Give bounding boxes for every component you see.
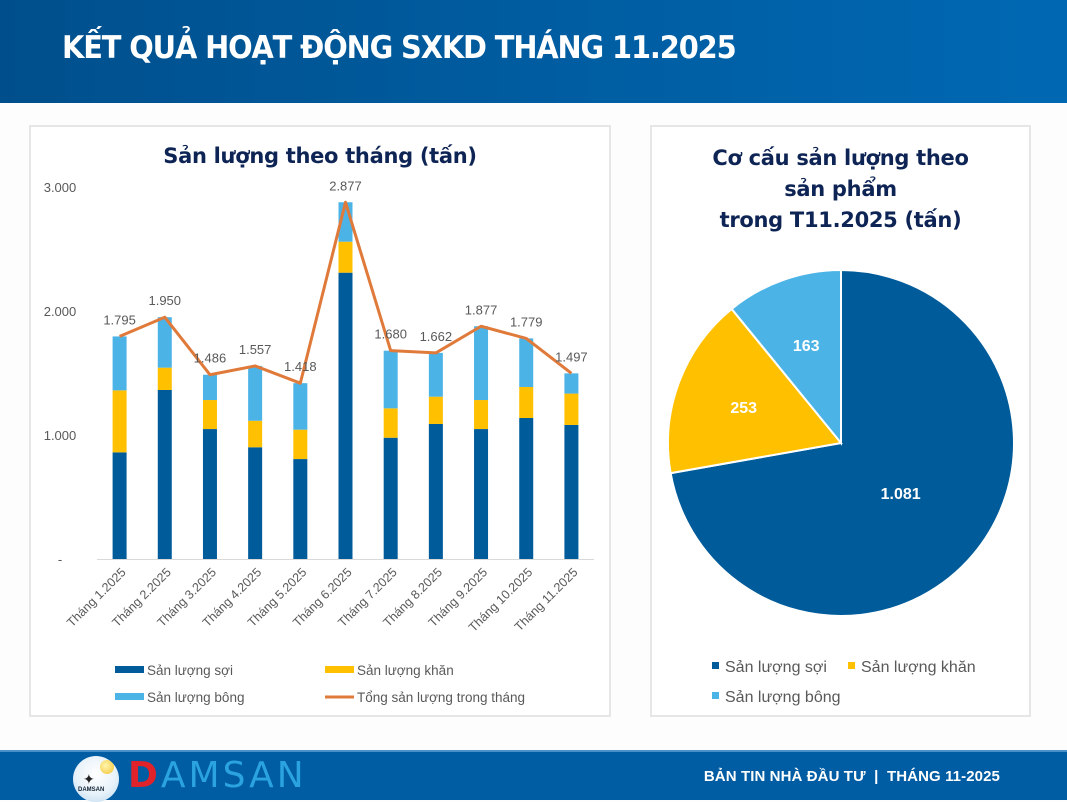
legend-label: Tổng sản lượng trong tháng [357, 690, 525, 705]
player-figure-icon: ✦ [83, 771, 95, 788]
bar-segment-soi [519, 418, 533, 559]
pie-title-line-3: trong T11.2025 (tấn) [652, 205, 1029, 236]
data-label: 2.877 [329, 178, 362, 193]
data-label: 1.877 [465, 302, 498, 317]
bar-segment-khan [429, 397, 443, 424]
bar-segment-khan [113, 390, 127, 452]
data-label: 1.557 [239, 342, 272, 357]
footer-bulletin-text: BẢN TIN NHÀ ĐẦU TƯ | THÁNG 11-2025 [704, 768, 1000, 785]
bar-segment-soi [158, 390, 172, 559]
y-tick-label: - [58, 552, 62, 567]
bar-segment-khan [158, 368, 172, 390]
legend-label: Sản lượng bông [147, 690, 244, 705]
legend-label: Sản lượng sợi [147, 663, 233, 678]
data-label: 1.950 [148, 293, 181, 308]
bar-segment-khan [519, 387, 533, 418]
data-label: 1.779 [510, 314, 543, 329]
bar-segment-soi [564, 425, 578, 559]
bar-segment-bong [203, 375, 217, 400]
bar-segment-bong [519, 338, 533, 387]
data-label: 1.662 [420, 329, 453, 344]
bar-segment-bong [293, 383, 307, 430]
pie-chart-title: Cơ cấu sản lượng theo sản phẩm trong T11… [652, 143, 1029, 236]
bar-segment-soi [429, 424, 443, 559]
bar-segment-soi [293, 459, 307, 559]
bar-segment-khan [474, 400, 488, 429]
brand-first-letter: D [128, 755, 161, 796]
footer-bar: ✦ DAMSAN DAMSAN BẢN TIN NHÀ ĐẦU TƯ | THÁ… [0, 750, 1067, 800]
legend-swatch [115, 693, 144, 700]
bar-segment-soi [203, 429, 217, 559]
data-label: 1.795 [103, 312, 136, 327]
bar-segment-soi [384, 438, 398, 559]
bar-segment-khan [248, 421, 262, 448]
logo-small-text: DAMSAN [78, 787, 104, 793]
bar-segment-khan [339, 242, 353, 273]
brand-rest: AMSAN [161, 755, 307, 796]
sun-icon [100, 760, 114, 774]
bar-segment-bong [248, 366, 262, 421]
bar-segment-soi [248, 447, 262, 559]
data-label: 1.418 [284, 359, 317, 374]
brand-wordmark: DAMSAN [128, 755, 307, 796]
data-label: 1.497 [555, 349, 588, 364]
bar-segment-khan [384, 408, 398, 437]
legend-swatch [115, 666, 144, 673]
bar-segment-bong [474, 326, 488, 400]
pie-title-line-2: sản phẩm [652, 174, 1029, 205]
bar-segment-khan [564, 394, 578, 425]
company-logo-icon: ✦ DAMSAN [73, 756, 119, 802]
product-structure-panel: Cơ cấu sản lượng theo sản phẩm trong T11… [650, 125, 1031, 717]
legend-swatch [325, 666, 354, 673]
bar-segment-bong [113, 336, 127, 390]
bar-segment-bong [384, 351, 398, 409]
y-tick-label: 3.000 [44, 180, 77, 195]
data-label: 1.680 [374, 327, 407, 342]
legend-label: Sản lượng khăn [357, 663, 454, 678]
pie-title-line-1: Cơ cấu sản lượng theo [652, 143, 1029, 174]
bar-segment-khan [293, 430, 307, 459]
y-tick-label: 1.000 [44, 428, 77, 443]
data-label: 1.486 [194, 351, 227, 366]
bar-segment-soi [474, 429, 488, 559]
bar-segment-soi [113, 452, 127, 559]
bar-segment-khan [203, 400, 217, 429]
bar-segment-bong [429, 353, 443, 397]
y-tick-label: 2.000 [44, 304, 77, 319]
bar-segment-bong [564, 373, 578, 393]
bar-segment-soi [339, 273, 353, 559]
